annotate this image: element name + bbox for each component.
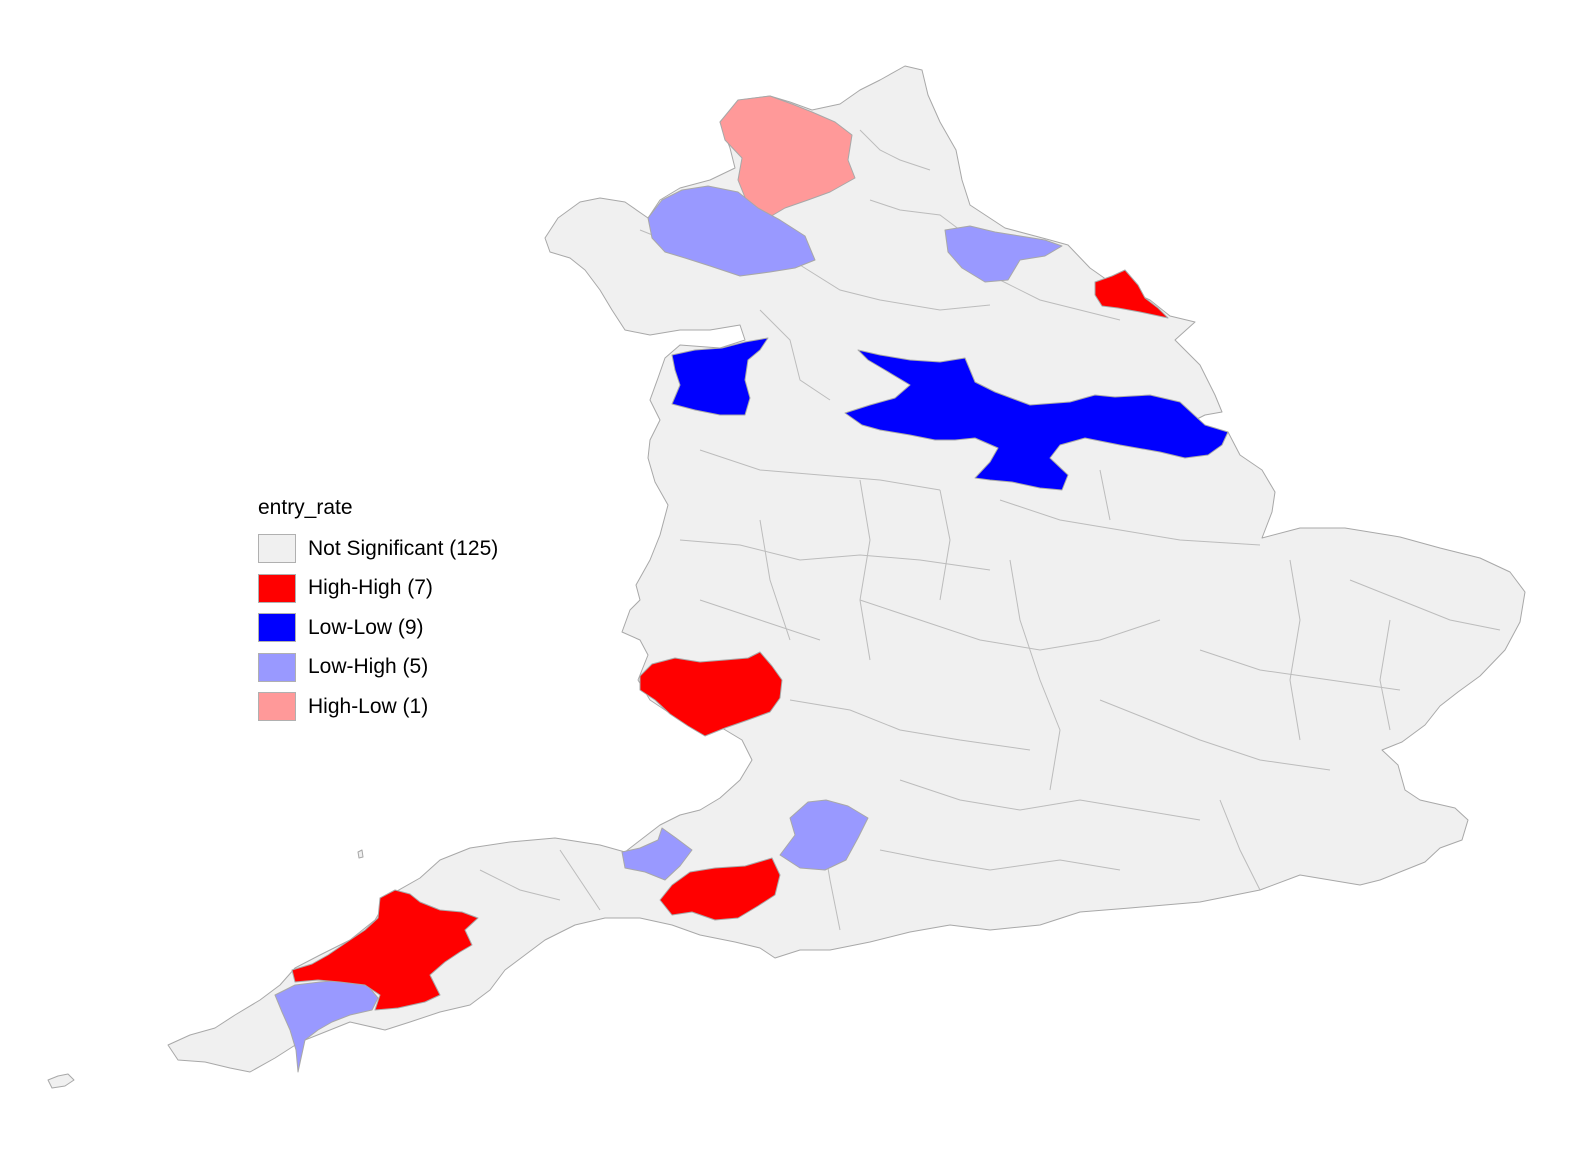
region-high-high-2 [639, 651, 783, 737]
region-low-high-4 [621, 827, 693, 881]
legend-item-high-high: High-High (7) [258, 569, 498, 609]
region-low-low-2 [844, 349, 1229, 491]
legend-item-high-low: High-Low (1) [258, 687, 498, 727]
legend-swatch [258, 652, 296, 682]
legend-swatch [258, 613, 296, 643]
region-low-high-3 [779, 799, 869, 871]
legend-label: High-Low (1) [308, 694, 429, 718]
region-high-high-3 [659, 857, 781, 921]
legend-label: Low-Low (9) [308, 615, 424, 639]
region-high-high-4 [291, 889, 479, 1011]
district-boundaries [479, 129, 1501, 931]
legend-label: Low-High (5) [308, 655, 429, 679]
region-isles-of-scilly [47, 1073, 75, 1089]
map-legend: entry_rate Not Significant (125) High-Hi… [258, 496, 498, 727]
legend-item-not-significant: Not Significant (125) [258, 529, 498, 569]
region-high-low [719, 95, 856, 219]
legend-swatch [258, 573, 296, 603]
legend-swatch [258, 692, 296, 722]
region-lundy [357, 849, 364, 859]
region-low-high-1 [647, 185, 816, 277]
legend-swatch [258, 534, 296, 564]
region-high-high-1 [1094, 269, 1169, 319]
region-low-low-1 [671, 337, 769, 416]
region-low-high-2 [944, 225, 1063, 283]
legend-label: High-High (7) [308, 576, 433, 600]
legend-title: entry_rate [258, 496, 353, 519]
legend-item-low-low: Low-Low (9) [258, 608, 498, 648]
legend-label: Not Significant (125) [308, 536, 499, 560]
legend-item-low-high: Low-High (5) [258, 648, 498, 688]
